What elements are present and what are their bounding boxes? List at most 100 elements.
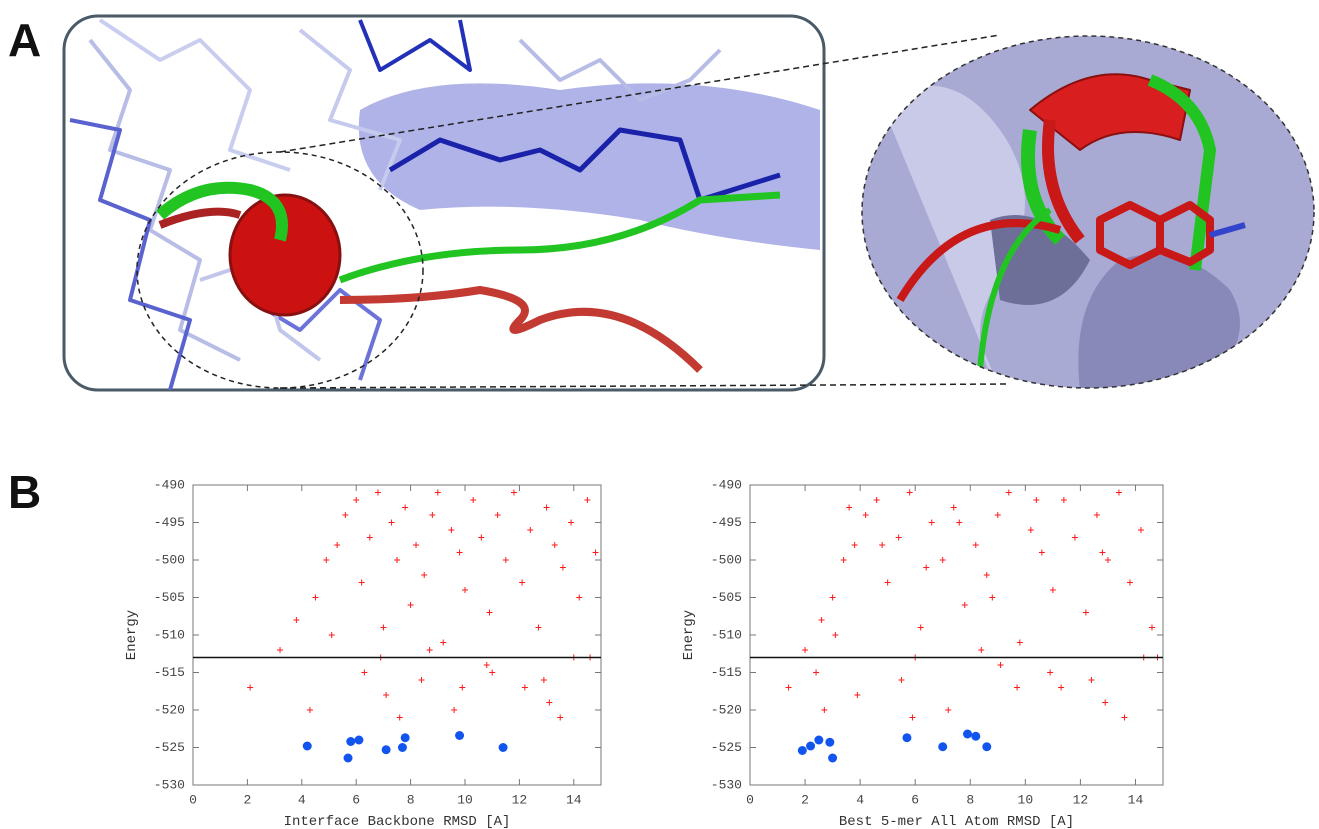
x-tick-label: 14 bbox=[566, 792, 582, 807]
point bbox=[1014, 685, 1020, 691]
point bbox=[1033, 497, 1039, 503]
point bbox=[375, 490, 381, 496]
point bbox=[560, 565, 566, 571]
point bbox=[841, 557, 847, 563]
point bbox=[329, 632, 335, 638]
point bbox=[522, 685, 528, 691]
point bbox=[998, 662, 1004, 668]
point bbox=[938, 742, 947, 751]
point bbox=[1088, 677, 1094, 683]
point bbox=[519, 580, 525, 586]
point bbox=[495, 512, 501, 518]
point bbox=[1149, 625, 1155, 631]
point bbox=[546, 700, 552, 706]
point bbox=[334, 542, 340, 548]
point bbox=[896, 535, 902, 541]
point bbox=[367, 535, 373, 541]
point bbox=[503, 557, 509, 563]
point bbox=[956, 520, 962, 526]
point bbox=[918, 625, 924, 631]
y-tick-label: -500 bbox=[154, 552, 185, 567]
x-tick-label: 4 bbox=[856, 792, 864, 807]
point bbox=[535, 625, 541, 631]
point bbox=[1006, 490, 1012, 496]
point bbox=[489, 670, 495, 676]
point bbox=[832, 632, 838, 638]
point bbox=[978, 647, 984, 653]
y-tick-label: -495 bbox=[154, 515, 185, 530]
point bbox=[909, 715, 915, 721]
x-tick-label: 2 bbox=[801, 792, 809, 807]
y-tick-label: -525 bbox=[154, 740, 185, 755]
point bbox=[1072, 535, 1078, 541]
x-tick-label: 8 bbox=[966, 792, 974, 807]
x-tick-label: 2 bbox=[243, 792, 251, 807]
point bbox=[1127, 580, 1133, 586]
point bbox=[361, 670, 367, 676]
point bbox=[312, 595, 318, 601]
point bbox=[486, 610, 492, 616]
point bbox=[435, 490, 441, 496]
point bbox=[1058, 685, 1064, 691]
x-tick-label: 10 bbox=[457, 792, 473, 807]
point bbox=[383, 692, 389, 698]
point bbox=[982, 742, 991, 751]
point bbox=[429, 512, 435, 518]
point bbox=[989, 595, 995, 601]
point bbox=[902, 733, 911, 742]
plot-frame bbox=[750, 485, 1163, 785]
x-tick-label: 12 bbox=[1073, 792, 1089, 807]
y-axis-label: Energy bbox=[681, 610, 697, 660]
point bbox=[814, 736, 823, 745]
y-axis-label: Energy bbox=[124, 610, 140, 660]
point bbox=[418, 677, 424, 683]
point bbox=[353, 497, 359, 503]
point bbox=[786, 685, 792, 691]
point bbox=[457, 550, 463, 556]
point bbox=[945, 707, 951, 713]
point bbox=[455, 731, 464, 740]
point bbox=[963, 730, 972, 739]
point bbox=[247, 685, 253, 691]
point bbox=[1102, 700, 1108, 706]
y-tick-label: -515 bbox=[154, 665, 185, 680]
point bbox=[307, 707, 313, 713]
y-tick-label: -500 bbox=[711, 552, 742, 567]
point bbox=[544, 505, 550, 511]
y-tick-label: -505 bbox=[711, 590, 742, 605]
point bbox=[342, 512, 348, 518]
point bbox=[1028, 527, 1034, 533]
point bbox=[401, 733, 410, 742]
point bbox=[879, 542, 885, 548]
point bbox=[806, 742, 815, 751]
point bbox=[462, 587, 468, 593]
point bbox=[389, 520, 395, 526]
point bbox=[929, 520, 935, 526]
point bbox=[354, 736, 363, 745]
point bbox=[813, 670, 819, 676]
point bbox=[346, 737, 355, 746]
point bbox=[408, 602, 414, 608]
x-tick-label: 6 bbox=[911, 792, 919, 807]
y-tick-label: -510 bbox=[711, 627, 742, 642]
point bbox=[394, 557, 400, 563]
point bbox=[323, 557, 329, 563]
point bbox=[359, 580, 365, 586]
x-tick-label: 0 bbox=[746, 792, 754, 807]
y-tick-label: -490 bbox=[154, 477, 185, 492]
point bbox=[484, 662, 490, 668]
point bbox=[593, 550, 599, 556]
point bbox=[907, 490, 913, 496]
y-tick-label: -490 bbox=[711, 477, 742, 492]
point bbox=[427, 647, 433, 653]
point bbox=[1094, 512, 1100, 518]
point bbox=[527, 527, 533, 533]
y-tick-label: -520 bbox=[154, 702, 185, 717]
y-tick-label: -525 bbox=[711, 740, 742, 755]
point bbox=[798, 746, 807, 755]
y-tick-label: -515 bbox=[711, 665, 742, 680]
structure-render bbox=[64, 16, 1314, 390]
x-tick-label: 14 bbox=[1128, 792, 1144, 807]
point bbox=[984, 572, 990, 578]
point bbox=[951, 505, 957, 511]
